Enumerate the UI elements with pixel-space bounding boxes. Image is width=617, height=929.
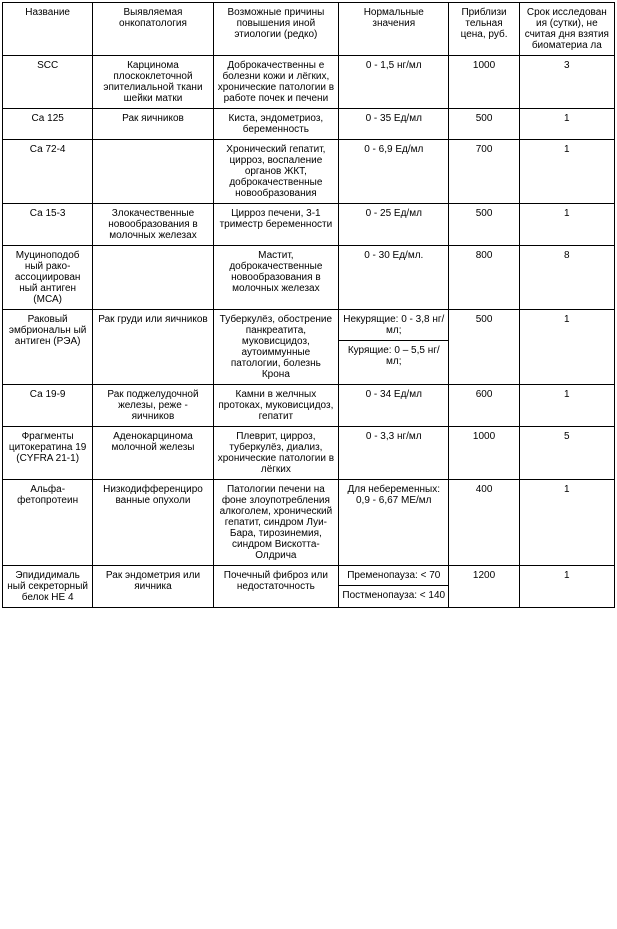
cell-duration: 1 [519, 109, 614, 140]
cell-duration: 1 [519, 140, 614, 204]
table-row: Альфа-фетопротеин Низкодифференциро ванн… [3, 480, 615, 566]
table-row: Са 15-3 Злокачественные новообразования … [3, 204, 615, 246]
cell-pathology: Рак поджелудочной железы, реже - яичнико… [93, 385, 213, 427]
cell-causes: Мастит, доброкачественные новообразовани… [213, 246, 338, 310]
cell-causes: Патологии печени на фоне злоупотребления… [213, 480, 338, 566]
cell-causes: Хронический гепатит, цирроз, воспаление … [213, 140, 338, 204]
table-row: Фрагменты цитокератина 19 (CYFRA 21-1) А… [3, 427, 615, 480]
cell-normal: 0 - 30 Ед/мл. [339, 246, 449, 310]
cell-pathology: Рак эндометрия или яичника [93, 566, 213, 608]
cell-price: 500 [449, 310, 519, 385]
cell-name: Альфа-фетопротеин [3, 480, 93, 566]
cell-pathology: Рак груди или яичников [93, 310, 213, 385]
cell-duration: 8 [519, 246, 614, 310]
cell-causes: Плеврит, цирроз, туберкулёз, диализ, хро… [213, 427, 338, 480]
cell-price: 600 [449, 385, 519, 427]
header-price: Приблизи тельная цена, руб. [449, 3, 519, 56]
cell-normal-sub: Пременопауза: < 70 [339, 566, 448, 586]
cell-normal: 0 - 34 Ед/мл [339, 385, 449, 427]
table-row: Са 125 Рак яичников Киста, эндометриоз, … [3, 109, 615, 140]
table-row: Эпидидималь ный секреторный белок HE 4 Р… [3, 566, 615, 608]
header-duration: Срок исследован ия (сутки), не считая дн… [519, 3, 614, 56]
table-row: Са 72-4 Хронический гепатит, цирроз, вос… [3, 140, 615, 204]
cell-pathology [93, 140, 213, 204]
cell-normal: 0 - 25 Ед/мл [339, 204, 449, 246]
cell-causes: Цирроз печени, 3-1 триместр беременности [213, 204, 338, 246]
cell-pathology: Рак яичников [93, 109, 213, 140]
cell-pathology: Злокачественные новообразования в молочн… [93, 204, 213, 246]
cell-normal: 0 - 35 Ед/мл [339, 109, 449, 140]
table-row: Раковый эмбриональн ый антиген (РЭА) Рак… [3, 310, 615, 385]
cell-normal-multi: Пременопауза: < 70 Постменопауза: < 140 [339, 566, 449, 608]
cell-price: 700 [449, 140, 519, 204]
cell-normal: 0 - 6,9 Ед/мл [339, 140, 449, 204]
cell-name: Са 19-9 [3, 385, 93, 427]
table-row: SCC Карцинома плоскоклеточной эпителиаль… [3, 56, 615, 109]
cell-duration: 1 [519, 566, 614, 608]
cell-price: 1000 [449, 427, 519, 480]
cell-causes: Киста, эндометриоз, беременность [213, 109, 338, 140]
cell-normal-sub: Некурящие: 0 - 3,8 нг/мл; [339, 310, 448, 341]
cell-pathology [93, 246, 213, 310]
cell-normal: 0 - 3,3 нг/мл [339, 427, 449, 480]
cell-duration: 1 [519, 385, 614, 427]
header-normal: Нормальные значения [339, 3, 449, 56]
cell-causes: Почечный фиброз или недостаточность [213, 566, 338, 608]
cell-normal-sub: Курящие: 0 – 5,5 нг/мл; [339, 341, 448, 371]
cell-pathology: Карцинома плоскоклеточной эпителиальной … [93, 56, 213, 109]
cell-name: Раковый эмбриональн ый антиген (РЭА) [3, 310, 93, 385]
table-body: SCC Карцинома плоскоклеточной эпителиаль… [3, 56, 615, 608]
cell-causes: Доброкачественны е болезни кожи и лёгких… [213, 56, 338, 109]
cell-normal: Для небеременных: 0,9 - 6,67 МЕ/мл [339, 480, 449, 566]
cell-duration: 3 [519, 56, 614, 109]
cell-duration: 1 [519, 480, 614, 566]
cell-price: 500 [449, 204, 519, 246]
cell-causes: Камни в желчных протоках, муковисцидоз, … [213, 385, 338, 427]
cell-name: Муциноподоб ный рако-ассоциирован ный ан… [3, 246, 93, 310]
cell-name: Фрагменты цитокератина 19 (CYFRA 21-1) [3, 427, 93, 480]
header-causes: Возможные причины повышения иной этиолог… [213, 3, 338, 56]
cell-normal-multi: Некурящие: 0 - 3,8 нг/мл; Курящие: 0 – 5… [339, 310, 449, 385]
cell-duration: 5 [519, 427, 614, 480]
table-row: Муциноподоб ный рако-ассоциирован ный ан… [3, 246, 615, 310]
cell-price: 800 [449, 246, 519, 310]
header-name: Название [3, 3, 93, 56]
cell-causes: Туберкулёз, обострение панкреатита, муко… [213, 310, 338, 385]
table-row: Са 19-9 Рак поджелудочной железы, реже -… [3, 385, 615, 427]
cell-price: 1000 [449, 56, 519, 109]
cell-name: Са 125 [3, 109, 93, 140]
cell-normal: 0 - 1,5 нг/мл [339, 56, 449, 109]
cell-duration: 1 [519, 204, 614, 246]
cell-name: Са 72-4 [3, 140, 93, 204]
header-pathology: Выявляемая онкопатология [93, 3, 213, 56]
oncomarkers-table: Название Выявляемая онкопатология Возмож… [2, 2, 615, 608]
cell-price: 1200 [449, 566, 519, 608]
cell-pathology: Низкодифференциро ванные опухоли [93, 480, 213, 566]
cell-name: SCC [3, 56, 93, 109]
cell-duration: 1 [519, 310, 614, 385]
table-header-row: Название Выявляемая онкопатология Возмож… [3, 3, 615, 56]
cell-name: Са 15-3 [3, 204, 93, 246]
cell-normal-sub: Постменопауза: < 140 [339, 586, 448, 605]
cell-price: 500 [449, 109, 519, 140]
cell-name: Эпидидималь ный секреторный белок HE 4 [3, 566, 93, 608]
cell-pathology: Аденокарцинома молочной железы [93, 427, 213, 480]
cell-price: 400 [449, 480, 519, 566]
